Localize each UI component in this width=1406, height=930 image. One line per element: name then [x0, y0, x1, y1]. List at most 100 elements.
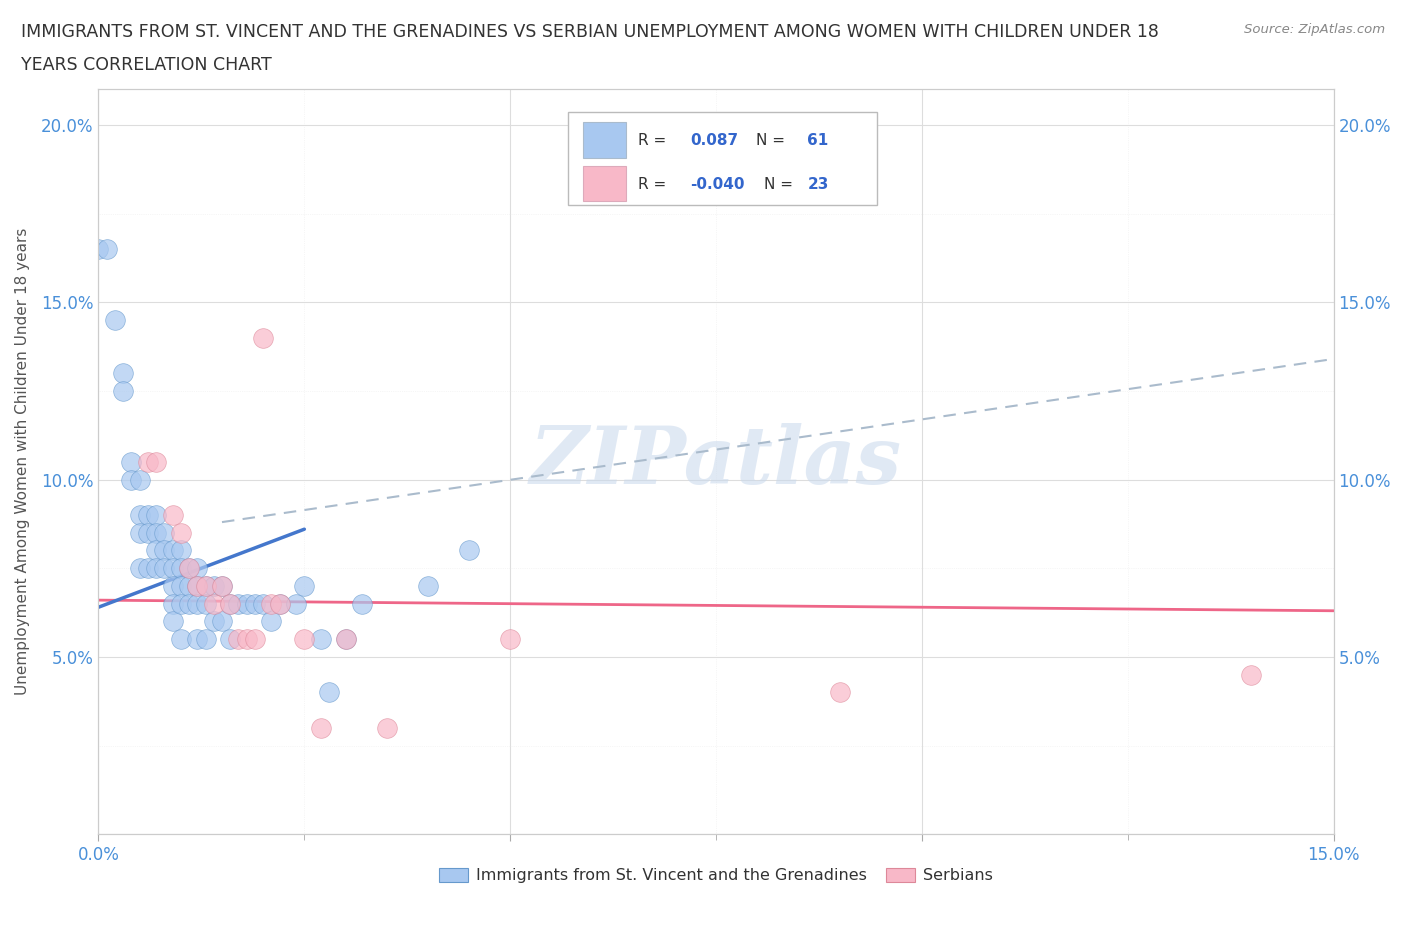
Point — [96, 242, 118, 257]
Point — [170, 525, 193, 540]
Text: ZIPatlas: ZIPatlas — [530, 423, 903, 500]
Point — [194, 578, 217, 593]
Point — [136, 508, 159, 523]
Point — [136, 561, 159, 576]
Point — [260, 596, 283, 611]
Point — [120, 472, 142, 487]
Point — [153, 543, 176, 558]
Text: N =: N = — [755, 133, 789, 148]
Point — [375, 721, 398, 736]
Point — [145, 508, 167, 523]
Point — [202, 578, 225, 593]
Point — [219, 596, 242, 611]
Point — [153, 525, 176, 540]
FancyBboxPatch shape — [582, 122, 626, 158]
Point — [186, 631, 208, 646]
Text: IMMIGRANTS FROM ST. VINCENT AND THE GRENADINES VS SERBIAN UNEMPLOYMENT AMONG WOM: IMMIGRANTS FROM ST. VINCENT AND THE GREN… — [21, 23, 1159, 41]
Legend: Immigrants from St. Vincent and the Grenadines, Serbians: Immigrants from St. Vincent and the Gren… — [433, 861, 1000, 889]
Point — [177, 578, 200, 593]
Point — [186, 578, 208, 593]
Point — [120, 455, 142, 470]
Point — [136, 455, 159, 470]
FancyBboxPatch shape — [568, 112, 876, 205]
Text: N =: N = — [765, 177, 799, 192]
Point — [128, 508, 150, 523]
Text: R =: R = — [638, 177, 672, 192]
Point — [269, 596, 291, 611]
Point — [170, 596, 193, 611]
Point — [335, 631, 357, 646]
Text: -0.040: -0.040 — [690, 177, 745, 192]
Point — [128, 525, 150, 540]
Point — [219, 596, 242, 611]
Point — [458, 543, 481, 558]
Text: R =: R = — [638, 133, 672, 148]
Point — [87, 242, 110, 257]
Point — [186, 578, 208, 593]
Point — [1240, 667, 1263, 682]
Point — [285, 596, 308, 611]
Point — [177, 561, 200, 576]
Point — [219, 631, 242, 646]
Point — [292, 631, 315, 646]
Point — [211, 578, 233, 593]
Point — [162, 596, 184, 611]
Point — [186, 596, 208, 611]
Text: 23: 23 — [807, 177, 828, 192]
Point — [350, 596, 373, 611]
Point — [243, 596, 266, 611]
Point — [202, 596, 225, 611]
Point — [252, 330, 274, 345]
Point — [136, 525, 159, 540]
Point — [202, 614, 225, 629]
Point — [153, 561, 176, 576]
Point — [162, 578, 184, 593]
Point — [416, 578, 439, 593]
Point — [243, 631, 266, 646]
Text: 0.087: 0.087 — [690, 133, 738, 148]
Point — [145, 561, 167, 576]
FancyBboxPatch shape — [582, 166, 626, 202]
Point — [318, 684, 340, 699]
Point — [170, 578, 193, 593]
Point — [170, 631, 193, 646]
Point — [170, 543, 193, 558]
Point — [235, 631, 257, 646]
Point — [177, 596, 200, 611]
Point — [252, 596, 274, 611]
Point — [211, 614, 233, 629]
Point — [335, 631, 357, 646]
Point — [211, 578, 233, 593]
Point — [194, 578, 217, 593]
Point — [499, 631, 522, 646]
Point — [228, 596, 250, 611]
Point — [145, 525, 167, 540]
Point — [128, 561, 150, 576]
Point — [162, 508, 184, 523]
Point — [260, 614, 283, 629]
Text: Source: ZipAtlas.com: Source: ZipAtlas.com — [1244, 23, 1385, 36]
Point — [145, 543, 167, 558]
Point — [128, 472, 150, 487]
Point — [828, 684, 851, 699]
Point — [194, 631, 217, 646]
Point — [170, 561, 193, 576]
Point — [162, 561, 184, 576]
Text: 61: 61 — [807, 133, 828, 148]
Point — [309, 631, 332, 646]
Point — [145, 455, 167, 470]
Text: YEARS CORRELATION CHART: YEARS CORRELATION CHART — [21, 56, 271, 73]
Point — [235, 596, 257, 611]
Point — [112, 383, 135, 398]
Y-axis label: Unemployment Among Women with Children Under 18 years: Unemployment Among Women with Children U… — [15, 228, 30, 696]
Point — [194, 596, 217, 611]
Point — [292, 578, 315, 593]
Point — [228, 631, 250, 646]
Point — [104, 312, 127, 327]
Point — [177, 561, 200, 576]
Point — [269, 596, 291, 611]
Point — [309, 721, 332, 736]
Point — [112, 365, 135, 380]
Point — [162, 614, 184, 629]
Point — [186, 561, 208, 576]
